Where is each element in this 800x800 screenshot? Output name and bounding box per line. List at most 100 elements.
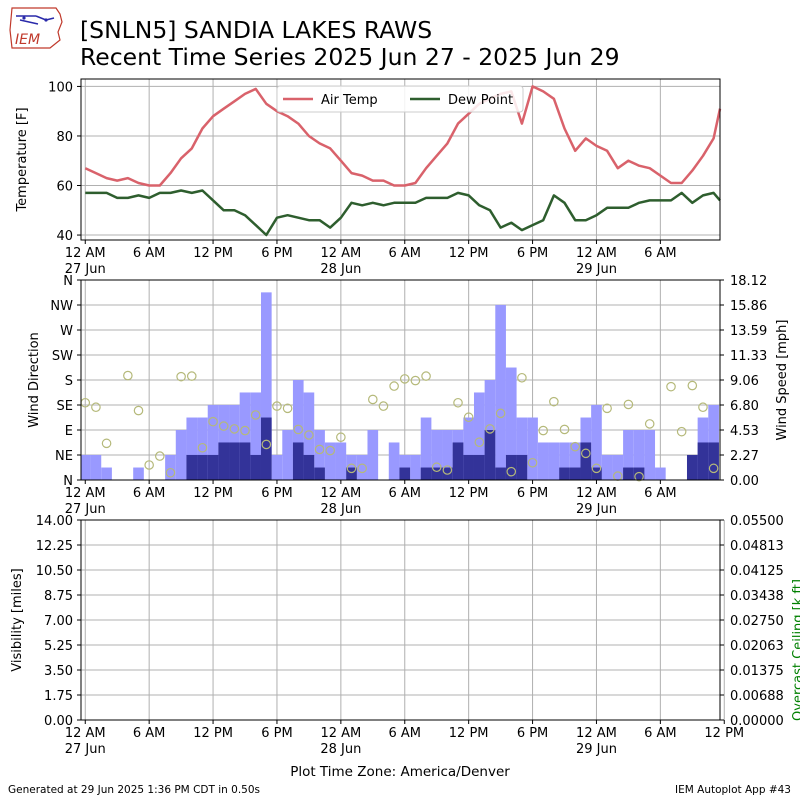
direction-point	[421, 371, 431, 381]
direction-point	[698, 402, 708, 413]
direction-point	[133, 405, 144, 416]
gust-bar	[335, 442, 347, 480]
direction-point	[676, 426, 687, 437]
direction-point	[293, 424, 304, 435]
direction-point	[389, 381, 399, 391]
dew-point-line	[85, 189, 721, 237]
direction-point	[208, 416, 218, 427]
speed-bar	[229, 442, 240, 480]
direction-point	[368, 394, 378, 405]
direction-point	[623, 399, 634, 410]
gust-bar	[527, 417, 538, 480]
x-tick-label: 6 AM	[644, 246, 677, 261]
direction-point	[272, 401, 282, 411]
x-date-label: 27 Jun	[65, 502, 106, 517]
speed-bar	[516, 454, 528, 480]
y-tick-label: 100	[48, 80, 73, 95]
x-tick-label: 12 AM	[65, 486, 106, 501]
gust-bar	[569, 442, 581, 480]
x-tick-label: 6 PM	[261, 246, 292, 261]
speed-tick-label: 11.33	[730, 349, 767, 364]
direction-point	[527, 457, 538, 468]
gust-bar	[101, 467, 112, 480]
timezone-label: Plot Time Zone: America/Denver	[290, 764, 510, 780]
gust-bar	[537, 442, 549, 480]
direction-point	[431, 462, 442, 473]
direction-point	[644, 419, 655, 429]
gust-bar	[388, 442, 400, 480]
direction-point	[186, 371, 197, 381]
x-tick-label: 6 PM	[261, 726, 292, 741]
gust-bar	[612, 454, 624, 480]
gust-bar	[516, 417, 528, 480]
direction-point	[282, 403, 293, 414]
x-tick-label: 12 PM	[193, 486, 233, 501]
direction-point	[250, 410, 261, 420]
gust-bar	[367, 430, 379, 480]
x-tick-label: 12 PM	[704, 726, 744, 741]
x-tick-label: 12 AM	[320, 486, 361, 501]
direction-point	[304, 430, 314, 440]
x-tick-label: 12 AM	[65, 726, 106, 741]
direction-point	[165, 467, 176, 478]
x-tick-label: 6 AM	[133, 486, 166, 501]
gust-bar	[324, 442, 336, 480]
x-tick-label: 12 PM	[193, 246, 233, 261]
direction-point	[325, 445, 336, 456]
direction-point	[591, 463, 602, 474]
direction-point	[91, 402, 101, 413]
gust-bar	[623, 430, 634, 480]
speed-bar	[484, 430, 496, 480]
gust-bar	[442, 430, 453, 480]
x-tick-label: 6 AM	[133, 246, 166, 261]
direction-point	[176, 371, 186, 382]
gust-bar	[548, 442, 560, 480]
x-tick-label: 12 AM	[65, 246, 106, 261]
generated-footer: Generated at 29 Jun 2025 1:36 PM CDT in …	[8, 784, 261, 796]
speed-bar	[623, 467, 634, 480]
visibility-tick-label: 7.00	[44, 614, 73, 629]
direction-point	[581, 448, 591, 459]
direction-point	[229, 424, 240, 434]
x-tick-label: 6 AM	[389, 486, 422, 501]
direction-point	[666, 381, 676, 392]
direction-point	[410, 375, 421, 386]
speed-bar	[420, 467, 432, 480]
gust-bar	[250, 392, 261, 480]
speed-bar	[197, 454, 208, 480]
x-tick-label: 12 AM	[576, 486, 617, 501]
direction-point	[495, 408, 506, 419]
y-tick-label: 60	[56, 180, 73, 195]
direction-tick-label: NE	[55, 449, 73, 464]
speed-bar	[463, 454, 474, 480]
direction-point	[474, 437, 485, 448]
direction-point	[485, 424, 495, 434]
x-tick-label: 12 AM	[320, 726, 361, 741]
speed-bar	[686, 454, 698, 480]
speed-tick-label: 9.06	[730, 374, 759, 389]
y2-axis-label: Wind Speed [mph]	[775, 320, 790, 441]
visibility-tick-label: 14.00	[36, 514, 73, 529]
speed-tick-label: 6.80	[730, 399, 759, 414]
visibility-tick-label: 3.50	[44, 664, 73, 679]
ceiling-tick-label: 0.00688	[730, 689, 784, 704]
app-footer: IEM Autoplot App #43	[675, 784, 791, 796]
speed-bar	[186, 454, 198, 480]
direction-point	[336, 432, 346, 443]
gust-bar	[399, 454, 411, 480]
y-axis-label: Visibility [miles]	[10, 568, 25, 671]
direction-point	[559, 424, 570, 435]
gust-bar	[303, 392, 315, 480]
gust-bar	[90, 454, 102, 480]
x-tick-label: 6 AM	[133, 726, 166, 741]
gust-bar	[601, 454, 613, 480]
gust-bar	[644, 430, 656, 480]
x-tick-label: 6 PM	[261, 486, 292, 501]
wind-plot-frame	[80, 279, 721, 481]
direction-tick-label: W	[60, 324, 73, 339]
speed-bar	[250, 454, 261, 480]
x-tick-label: 12 AM	[576, 246, 617, 261]
gust-bar	[175, 430, 187, 480]
visibility-plot-frame	[80, 519, 721, 721]
speed-bar	[452, 442, 464, 480]
